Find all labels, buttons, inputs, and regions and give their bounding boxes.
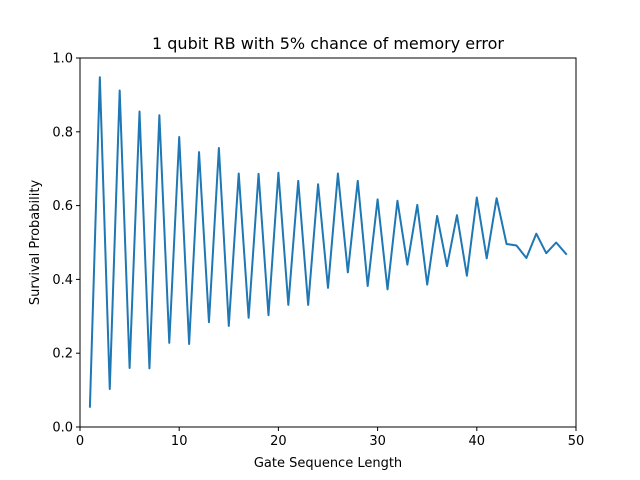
x-tick-label: 40 xyxy=(469,434,486,449)
series-layer xyxy=(88,76,568,408)
y-tick-label: 0.8 xyxy=(52,125,73,140)
y-tick-label: 1.0 xyxy=(52,52,73,67)
y-tick-label: 0.2 xyxy=(52,347,73,362)
x-tick-label: 20 xyxy=(270,434,287,449)
y-tick-label: 0.4 xyxy=(52,273,73,288)
x-tick-label: 50 xyxy=(568,434,585,449)
series-line-0 xyxy=(88,76,568,408)
plot-frame xyxy=(79,57,577,428)
chart-title: 1 qubit RB with 5% chance of memory erro… xyxy=(152,34,504,53)
x-axis-label: Gate Sequence Length xyxy=(254,456,402,471)
ticks: 0 10 20 30 40 50 0.0 0.2 0.4 0.6 0.8 1.0 xyxy=(52,52,584,450)
y-tick-label: 0.6 xyxy=(52,199,73,214)
x-tick-label: 10 xyxy=(171,434,188,449)
x-tick-label: 30 xyxy=(369,434,386,449)
x-tick-label: 0 xyxy=(76,434,84,449)
y-tick-label: 0.0 xyxy=(52,421,73,436)
plot-background xyxy=(80,58,576,427)
y-axis-label: Survival Probability xyxy=(28,180,43,306)
